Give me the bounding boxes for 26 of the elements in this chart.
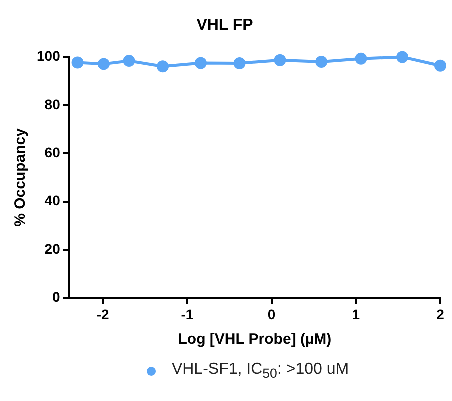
legend-label: VHL-SF1, IC$_{50}$: >100 uM <box>172 361 350 382</box>
point <box>434 60 446 72</box>
y-tick-label: 60 <box>44 144 61 160</box>
point <box>274 54 286 66</box>
y-axis-title: % Occupancy <box>12 128 30 227</box>
point <box>396 51 409 64</box>
point <box>72 56 84 69</box>
point <box>355 52 368 65</box>
point <box>234 57 246 70</box>
x-tick-label: -1 <box>181 306 194 322</box>
point <box>156 60 169 73</box>
point <box>194 57 207 70</box>
x-axis-title: Log [VHL Probe] (µM) <box>178 331 332 348</box>
point <box>98 58 110 70</box>
x-tick-label: 0 <box>268 306 276 322</box>
x-tick-label: 2 <box>436 306 445 322</box>
x-tick-label: -2 <box>96 306 110 322</box>
chart-title: VHL FP <box>196 17 254 34</box>
point <box>123 55 136 68</box>
x-tick-label: 1 <box>352 306 360 322</box>
y-tick-label: 40 <box>44 192 61 209</box>
point <box>316 56 328 68</box>
y-tick-label: 100 <box>37 48 61 64</box>
y-tick-label: 0 <box>52 289 61 306</box>
y-tick-label: 80 <box>44 96 61 112</box>
y-tick-label: 20 <box>44 240 61 257</box>
